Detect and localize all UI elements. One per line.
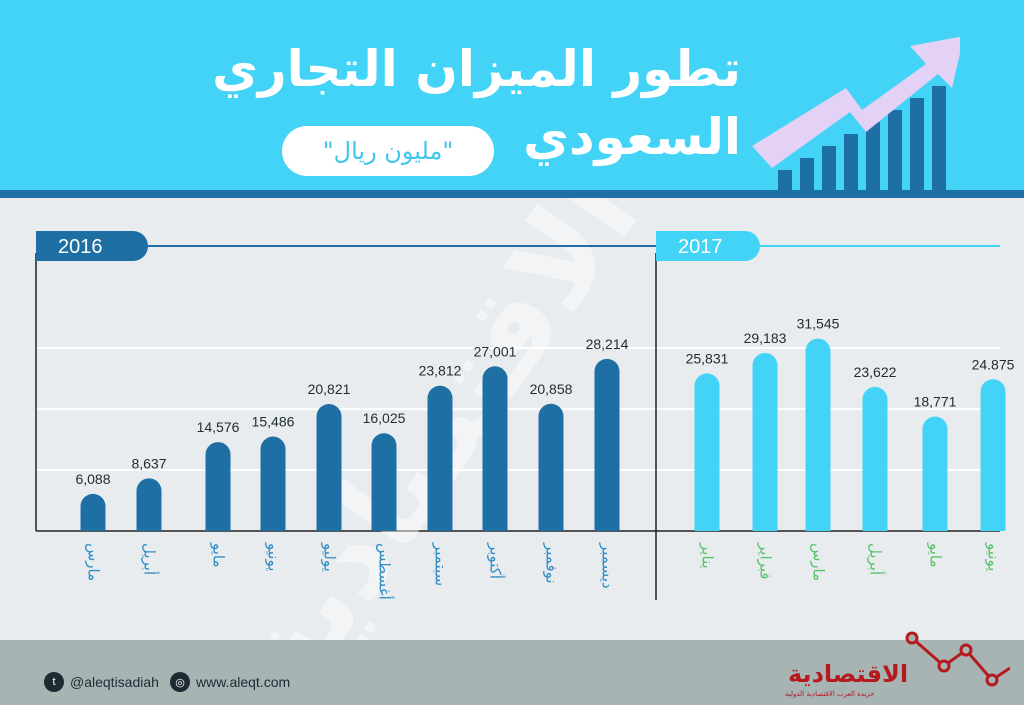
bar	[980, 379, 1006, 531]
footer-bar	[0, 640, 1024, 705]
bar-chart: الاقتصادية20166,088مارس8,637أبريل14,576م…	[35, 198, 1015, 640]
value-label: 6,088	[75, 471, 110, 487]
year-label: 2016	[58, 236, 103, 258]
bar	[427, 385, 453, 531]
month-label: ديسمبر	[599, 542, 617, 589]
month-label: مارس	[810, 543, 828, 581]
logo-line-icon	[905, 631, 1010, 687]
bar	[922, 416, 948, 531]
bar	[862, 386, 888, 531]
bar	[805, 338, 831, 531]
twitter-text: @aleqtisadiah	[70, 674, 159, 690]
month-label: أبريل	[867, 543, 886, 575]
bar	[371, 433, 397, 531]
value-label: 24.875	[972, 356, 1015, 372]
chart-title-line2: السعودي	[523, 108, 741, 166]
value-label: 29,183	[744, 330, 787, 346]
value-label: 27,001	[474, 343, 517, 359]
header-strip	[0, 190, 1024, 198]
month-label: يوليو	[321, 542, 339, 572]
web-icon: ◎	[170, 672, 190, 692]
bar	[316, 403, 342, 531]
twitter-icon: t	[44, 672, 64, 692]
year-label: 2017	[678, 236, 723, 258]
bar	[538, 403, 564, 531]
bar	[136, 478, 162, 531]
month-label: يناير	[699, 542, 717, 569]
logo-subtitle: جريدة العرب الاقتصادية الدولية	[785, 690, 875, 698]
bar	[594, 358, 620, 531]
month-label: مايو	[927, 542, 945, 568]
month-label: فبراير	[757, 542, 775, 580]
month-label: يونيو	[265, 542, 283, 571]
month-label: يونيو	[985, 542, 1003, 571]
month-label: أبريل	[141, 543, 160, 575]
month-label: أكتوبر	[487, 542, 506, 579]
month-label: مارس	[85, 543, 103, 581]
month-label: مايو	[210, 542, 228, 568]
value-label: 23,622	[854, 364, 897, 380]
chart-title: تطور الميزان التجاري	[212, 40, 741, 98]
website-text: www.aleqt.com	[196, 674, 291, 690]
value-label: 20,821	[308, 381, 351, 397]
value-label: 16,025	[363, 410, 406, 426]
value-label: 31,545	[797, 316, 840, 332]
bar	[205, 442, 231, 531]
bar	[482, 366, 508, 531]
bar	[80, 493, 106, 531]
value-label: 18,771	[914, 393, 957, 409]
bar	[694, 373, 720, 531]
month-label: نوفمبر	[543, 542, 561, 584]
value-label: 20,858	[530, 381, 573, 397]
unit-pill: "مليون ريال"	[282, 126, 494, 176]
value-label: 14,576	[197, 419, 240, 435]
month-label: سبتمبر	[432, 542, 450, 586]
value-label: 25,831	[686, 350, 729, 366]
value-label: 28,214	[586, 336, 629, 352]
value-label: 23,812	[419, 363, 462, 379]
year-tab	[36, 231, 148, 261]
trend-arrow-icon	[752, 36, 960, 196]
bar	[752, 352, 778, 531]
year-tab	[656, 231, 760, 261]
logo: الاقتصادية	[788, 660, 909, 688]
chart-subtitle: "مليون ريال"	[322, 137, 454, 165]
month-label: أغسطس	[376, 543, 395, 600]
website-link[interactable]: ◎ www.aleqt.com	[170, 672, 290, 692]
twitter-handle[interactable]: t @aleqtisadiah	[44, 672, 159, 692]
value-label: 8,637	[131, 455, 166, 471]
bar	[260, 436, 286, 531]
value-label: 15,486	[252, 414, 295, 430]
